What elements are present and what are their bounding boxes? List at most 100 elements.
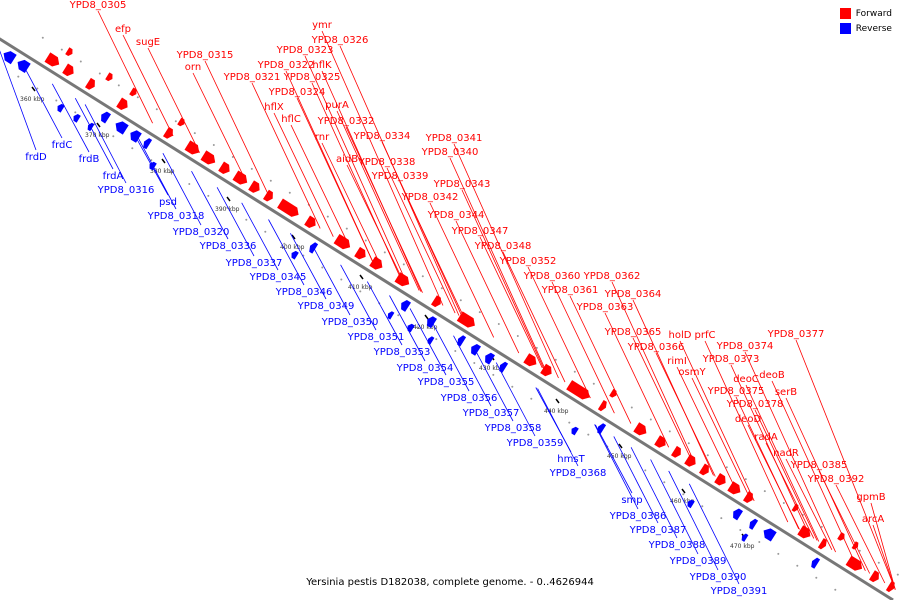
gene-label-gpmb: gpmB xyxy=(856,492,885,503)
gene-label-aidb: aidB xyxy=(336,154,358,165)
track-dot xyxy=(359,290,362,293)
gene-label-ypd8-0355: YPD8_0355 xyxy=(417,377,475,388)
leader-line xyxy=(304,55,407,283)
leader-line xyxy=(495,362,536,437)
leader-line xyxy=(785,458,833,550)
leader-line xyxy=(137,137,177,210)
track-dot xyxy=(554,358,557,361)
track-dot xyxy=(644,469,647,472)
kbp-tick xyxy=(96,122,101,128)
gene-label-deob: deoB xyxy=(759,370,785,381)
kbp-tick xyxy=(226,196,231,202)
leader-line xyxy=(455,220,520,354)
kbp-tick xyxy=(424,314,429,320)
gene-label-ypd8-0365: YPD8_0365 xyxy=(604,327,662,338)
gene-label-ypd8-0336: YPD8_0336 xyxy=(199,241,257,252)
forward-gene-arrow xyxy=(566,380,590,400)
kbp-tick xyxy=(618,443,623,449)
leader-line xyxy=(313,247,351,316)
track-dot xyxy=(687,442,690,445)
gene-label-ypd8-0340: YPD8_0340 xyxy=(421,147,479,158)
gene-label-ypd8-0341: YPD8_0341 xyxy=(425,133,483,144)
leader-line xyxy=(399,181,466,320)
gene-track-dots xyxy=(17,36,899,591)
forward-gene-arrow xyxy=(845,555,863,571)
gene-label-rimi: rimI xyxy=(667,356,687,367)
forward-gene-arrow xyxy=(797,525,811,539)
track-dot xyxy=(402,263,405,266)
reverse-gene-arrow xyxy=(57,103,65,113)
gene-label-orn: orn xyxy=(185,62,201,73)
track-dot xyxy=(60,48,63,51)
leader-line xyxy=(346,164,404,281)
leader-line xyxy=(251,82,321,229)
gene-label-arca: arcA xyxy=(862,514,885,525)
forward-gene-arrow xyxy=(354,246,366,260)
gene-label-frdc: frdC xyxy=(52,140,73,151)
forward-gene-arrow xyxy=(540,363,552,377)
reverse-gene-arrow xyxy=(749,518,759,530)
legend-reverse: Reverse xyxy=(839,23,892,34)
leader-line xyxy=(704,340,789,523)
forward-gene-arrows xyxy=(44,47,895,593)
forward-gene-arrow xyxy=(714,473,726,486)
leader-line xyxy=(818,470,871,574)
gene-label-ypd8-0368: YPD8_0368 xyxy=(549,468,607,479)
leader-line xyxy=(273,112,334,237)
forward-gene-arrow xyxy=(684,454,696,467)
gene-label-ypd8-0386: YPD8_0386 xyxy=(609,511,667,522)
gene-label-ypd8-0353: YPD8_0353 xyxy=(373,347,431,358)
forward-gene-arrow xyxy=(369,256,383,270)
track-dot xyxy=(682,493,685,496)
track-dot xyxy=(454,350,457,352)
leader-line xyxy=(474,349,514,422)
gene-label-ypd8-0391: YPD8_0391 xyxy=(710,586,768,597)
track-dot xyxy=(188,183,191,185)
track-dot xyxy=(516,335,519,337)
kbp-tick xyxy=(555,398,560,404)
reverse-gene-arrow xyxy=(387,311,395,320)
track-dot xyxy=(796,564,799,567)
forward-gene-arrow xyxy=(837,532,845,541)
leader-line xyxy=(23,65,63,139)
gene-label-ypd8-0323: YPD8_0323 xyxy=(276,45,334,56)
track-dot xyxy=(535,346,538,349)
gene-label-ypd8-0352: YPD8_0352 xyxy=(499,256,557,267)
leader-line xyxy=(409,308,447,376)
gene-label-smp: smp xyxy=(621,495,642,506)
track-dot xyxy=(896,573,899,576)
forward-gene-arrow xyxy=(218,161,230,174)
gene-label-ypd8-0374: YPD8_0374 xyxy=(716,341,774,352)
track-dot xyxy=(288,191,291,194)
gene-label-ypd8-0357: YPD8_0357 xyxy=(462,408,520,419)
kbp-tick xyxy=(31,86,36,92)
gene-label-ypd8-0392: YPD8_0392 xyxy=(807,474,865,485)
forward-gene-arrow xyxy=(817,538,827,550)
track-dot xyxy=(345,227,348,230)
forward-gene-arrow xyxy=(248,180,260,193)
leader-line xyxy=(84,104,127,184)
leader-line xyxy=(268,219,305,286)
kbp-tick-label: 440 kbp xyxy=(544,408,569,415)
forward-gene-arrow xyxy=(105,72,113,82)
gene-label-ypd8-0377: YPD8_0377 xyxy=(767,329,825,340)
reverse-gene-arrow xyxy=(407,323,415,333)
gene-label-ypd8-0385: YPD8_0385 xyxy=(790,460,848,471)
forward-gene-arrow xyxy=(699,463,709,476)
track-dot xyxy=(212,144,215,146)
track-dot xyxy=(877,561,880,564)
gene-label-ypd8-0360: YPD8_0360 xyxy=(523,271,581,282)
leader-line xyxy=(795,339,896,590)
gene-label-frdb: frdB xyxy=(79,154,100,165)
gene-label-efp: efp xyxy=(115,24,131,35)
leader-line xyxy=(611,281,696,465)
leader-line xyxy=(429,202,495,338)
leader-line xyxy=(389,295,426,362)
leader-line xyxy=(290,233,327,300)
reverse-gene-arrows xyxy=(3,51,821,569)
gene-label-prfc: prfC xyxy=(695,330,716,341)
kbp-tick-label: 360 kbp xyxy=(20,96,45,103)
track-dot xyxy=(117,84,120,87)
